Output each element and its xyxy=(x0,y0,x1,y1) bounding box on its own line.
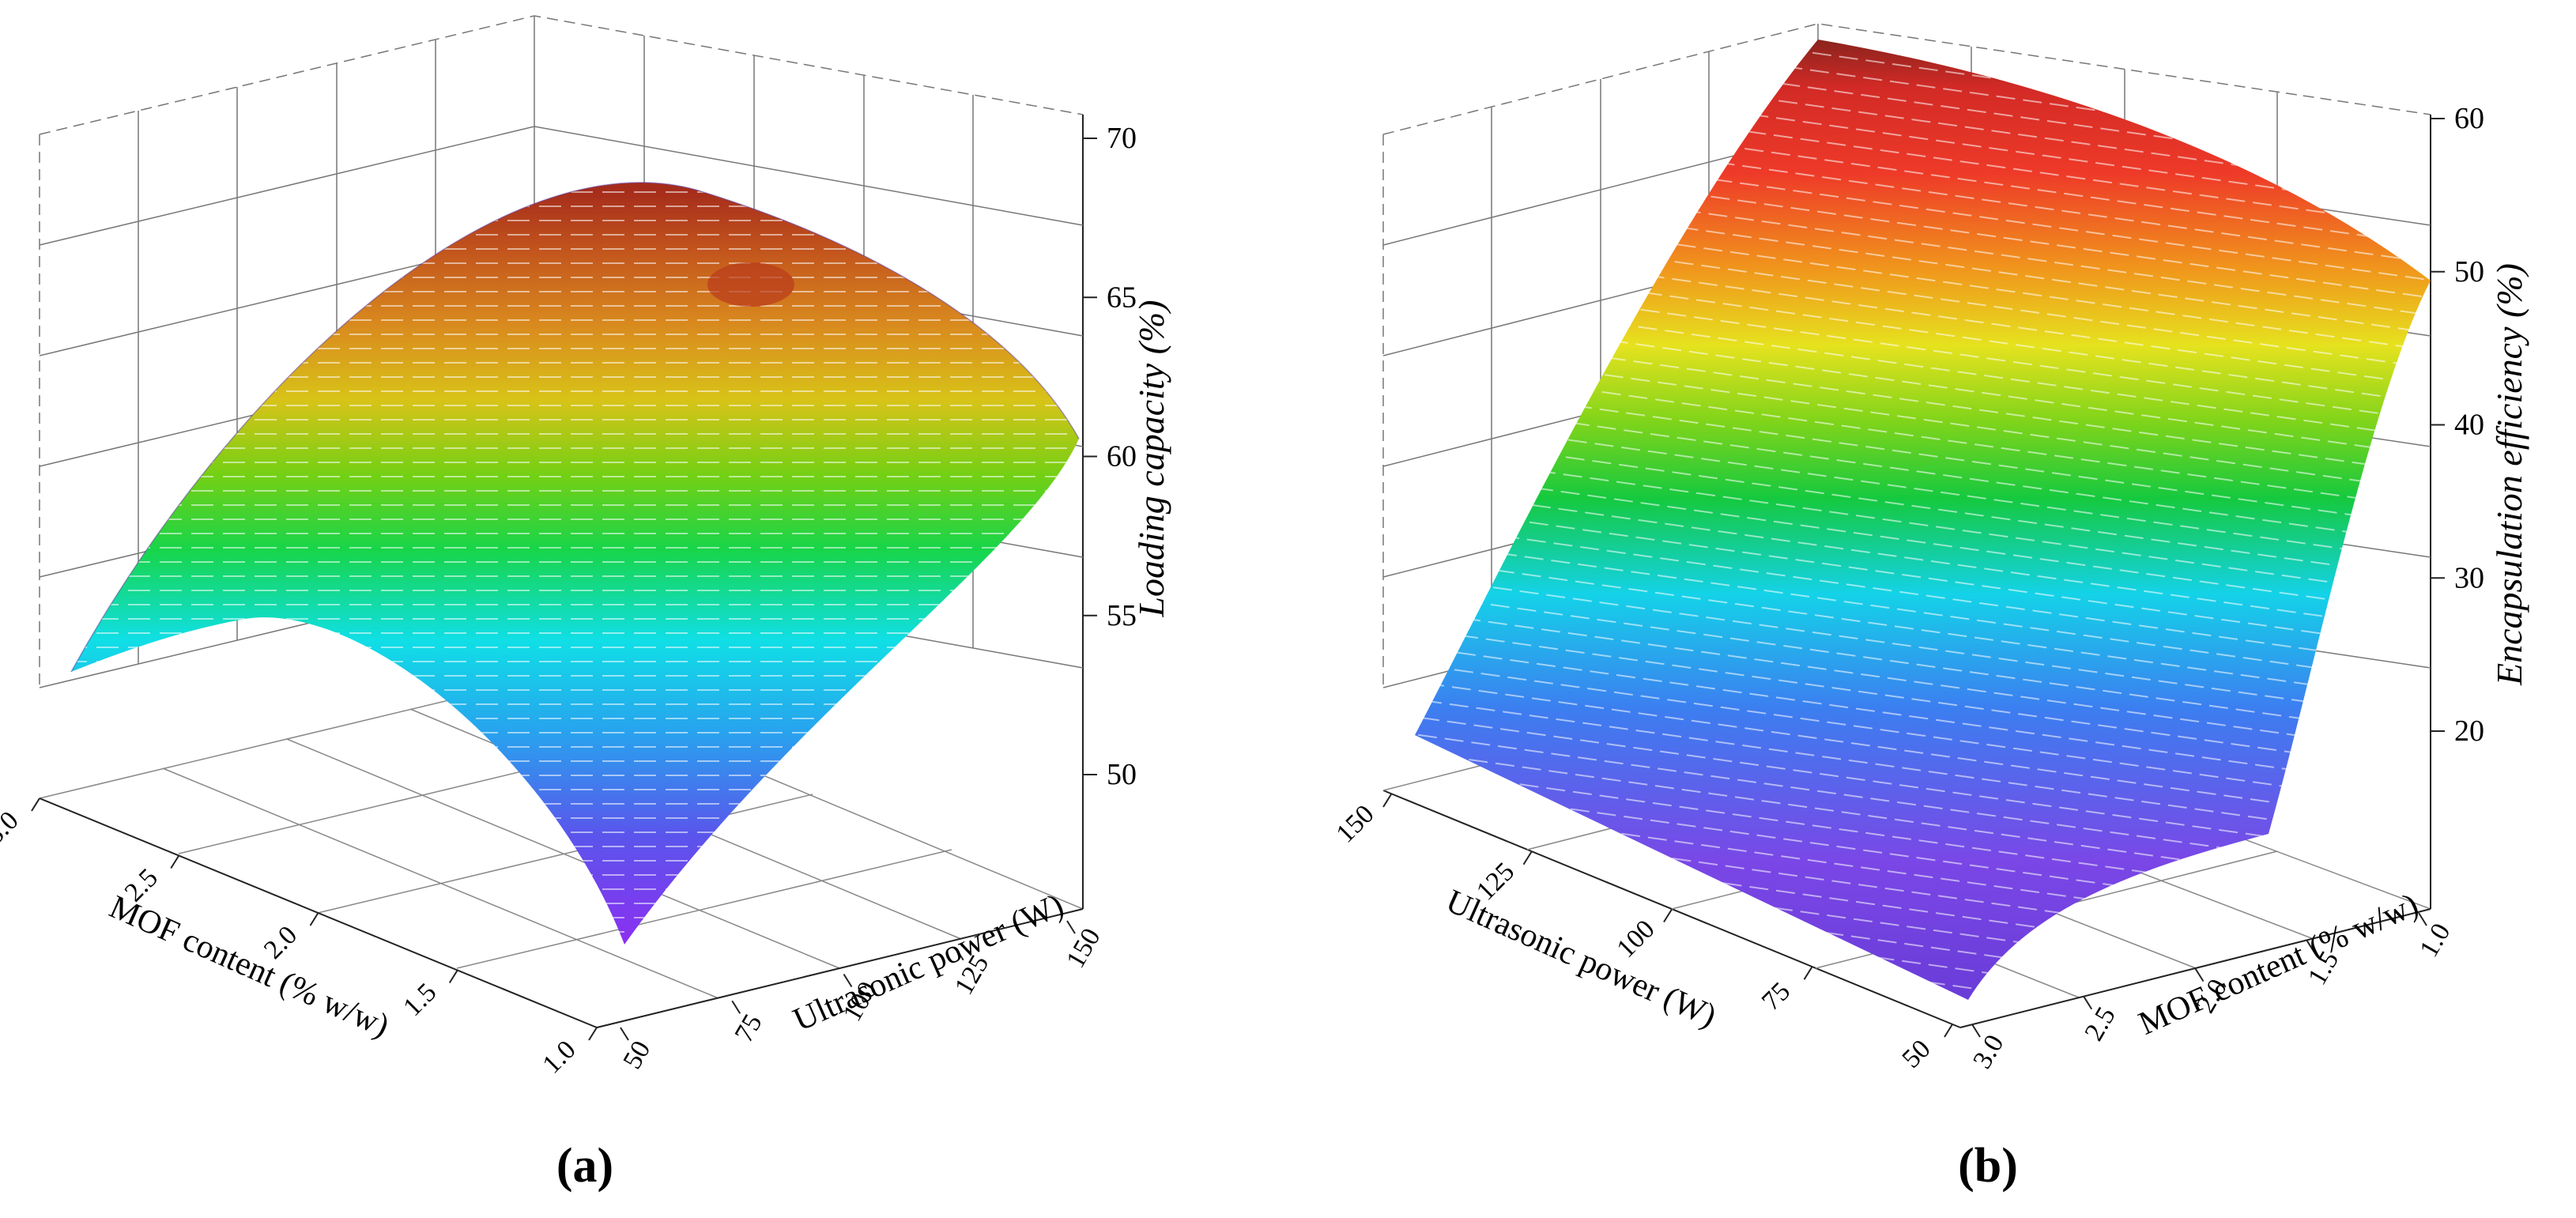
panel-a-surface-contours xyxy=(71,182,1079,945)
panel-a-x-tick-mark xyxy=(588,1027,598,1041)
panel-b-y-tick-mark xyxy=(2418,912,2427,926)
panel-a-x-tick-label: 1.5 xyxy=(398,978,442,1022)
panel-a-x-tick-mark xyxy=(448,969,458,984)
panel-a-y-tick-label: 75 xyxy=(730,1009,768,1047)
panel-a-y-tick-label: 50 xyxy=(617,1036,656,1074)
panel-a-peak xyxy=(707,262,794,307)
panel-a-z-tick-label: 70 xyxy=(1107,122,1137,155)
panel-b-y-tick-label: 2.5 xyxy=(2080,1002,2122,1046)
panel-b-y-tick-mark xyxy=(2306,940,2316,954)
panel-b-z-tick-label: 60 xyxy=(2454,102,2484,135)
panel-b-y-tick-mark xyxy=(2194,967,2204,982)
panel-b-x-tick-label: 50 xyxy=(1896,1034,1936,1073)
panel-b-z-axis: 20 30 40 50 60 xyxy=(2431,102,2484,748)
panel-a-y-tick-mark xyxy=(731,1000,741,1014)
panel-b-x-tick-label: 150 xyxy=(1330,799,1379,848)
panel-a-y-tick-label: 150 xyxy=(1061,923,1107,973)
panel-b-y-label: MOF content (% w/w) xyxy=(2133,887,2423,1043)
panel-a-y-tick-mark xyxy=(620,1027,629,1041)
panel-b-z-tick-label: 50 xyxy=(2454,255,2484,288)
panel-a-x-tick-mark xyxy=(309,912,319,926)
panel-a-x-axis: 3.02.52.01.51.0 xyxy=(0,798,598,1080)
panel-a-z-tick-label: 55 xyxy=(1107,599,1137,632)
panel-a-label: (a) xyxy=(556,1139,613,1193)
panel-a-z-axis: 50 55 60 65 70 xyxy=(1083,122,1137,791)
panel-a-y-tick-mark xyxy=(843,973,853,988)
panel-a-x-tick-label: 3.0 xyxy=(0,805,25,850)
panel-b-y-tick-label: 3.0 xyxy=(1967,1030,2009,1073)
panel-b-x-tick-mark xyxy=(1382,794,1392,808)
panel-a-x-tick-mark xyxy=(170,854,180,869)
panel-a-z-label: Loading capacity (%) xyxy=(1131,300,1171,617)
panel-b-z-tick-label: 30 xyxy=(2454,561,2484,594)
panel-b-z-tick-label: 40 xyxy=(2454,409,2484,442)
panel-a-surface-edge xyxy=(70,182,1080,673)
panel-b-label: (b) xyxy=(1958,1139,2018,1193)
panel-a-y-label: Ultrasonic power (W) xyxy=(788,887,1069,1039)
panel-a-z-tick-label: 65 xyxy=(1107,281,1137,314)
panel-b-y-tick-mark xyxy=(2083,996,2093,1010)
panel-b-z-label: Encapsulation efficiency (%) xyxy=(2489,263,2529,686)
panel-a-z-tick-label: 50 xyxy=(1107,758,1137,791)
panel-b-x-label: Ultrasonic power (W) xyxy=(1441,883,1722,1035)
panel-b-x-tick-mark xyxy=(1663,908,1673,923)
panel-b-z-tick-label: 20 xyxy=(2454,715,2484,748)
panel-b-y-tick-label: 1.0 xyxy=(2414,918,2456,962)
panel-a-y-tick-mark xyxy=(954,947,964,961)
panel-b-x-tick-label: 75 xyxy=(1756,977,1796,1016)
panel-a-y-tick-mark xyxy=(1066,920,1076,934)
panel-b-x-tick-mark xyxy=(1522,851,1533,865)
panel-a-x-tick-mark xyxy=(31,798,40,812)
panel-a-z-tick-label: 60 xyxy=(1107,440,1137,473)
panel-b-x-tick-mark xyxy=(1803,966,1813,980)
panel-a-x-tick-label: 1.0 xyxy=(537,1035,581,1079)
panel-b-surface-contours xyxy=(1415,40,2431,1000)
panel-a-x-label: MOF content (% w/w) xyxy=(104,889,394,1045)
panel-b-x-tick-mark xyxy=(1944,1024,1953,1038)
panel-b-y-tick-mark xyxy=(1971,1024,1981,1038)
